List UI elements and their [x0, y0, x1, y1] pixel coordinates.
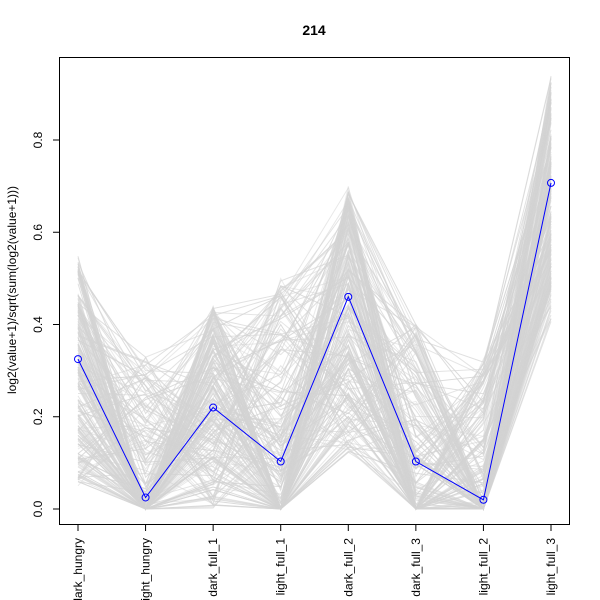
- series-point: [479, 495, 488, 504]
- x-tick-label: dark_hungry: [71, 538, 85, 600]
- background-profile-line: [77, 89, 552, 511]
- y-tick-label: 0.4: [31, 316, 45, 333]
- series-layer: [74, 178, 555, 504]
- background-lines: [77, 75, 552, 511]
- background-profile-line: [77, 184, 552, 510]
- background-profile-line: [77, 156, 552, 511]
- series-line: [77, 182, 552, 501]
- background-profile-line: [77, 263, 552, 511]
- series-point: [74, 355, 82, 364]
- background-profile-line: [77, 283, 552, 511]
- y-axis-title: log2(value+1)/sqrt(sum(log2(value+1))): [5, 186, 19, 394]
- background-profile-line: [77, 223, 552, 511]
- background-profile-line: [77, 237, 552, 511]
- series-point: [276, 457, 285, 466]
- series-point: [209, 403, 218, 412]
- background-profile-line: [77, 112, 552, 510]
- y-tick-label: 0.8: [31, 131, 45, 148]
- background-profile-line: [77, 240, 552, 511]
- background-profile-line: [77, 216, 552, 510]
- x-tick-label: dark_full_3: [409, 538, 423, 597]
- background-profile-line: [77, 114, 552, 511]
- plot-frame: [59, 57, 570, 525]
- background-profile-line: [77, 217, 552, 510]
- x-tick-label: light_full_2: [476, 538, 490, 596]
- x-tick-label: dark_full_1: [206, 538, 220, 597]
- background-profile-line: [77, 259, 552, 511]
- y-tick-label: 0.0: [31, 500, 45, 517]
- y-axis: 0.0 0.2 0.4 0.6 0.8: [31, 131, 60, 517]
- series-point: [141, 493, 150, 502]
- background-profile-line: [77, 273, 552, 510]
- background-profile-line: [77, 247, 552, 511]
- x-axis: dark_hungry light_hungry dark_full_1 light_…: [71, 524, 558, 600]
- background-profile-line: [77, 249, 552, 511]
- background-profile-line: [77, 220, 552, 468]
- background-profile-line: [77, 244, 552, 511]
- series-point: [411, 457, 420, 466]
- y-tick-label: 0.2: [31, 408, 45, 425]
- background-profile-line: [77, 107, 552, 498]
- x-tick-label: light_hungry: [139, 538, 153, 600]
- background-profile-line: [77, 214, 552, 453]
- background-profile-line: [77, 188, 552, 505]
- series-point: [344, 292, 353, 301]
- background-profile-line: [77, 198, 552, 511]
- chart-title: 214: [302, 22, 326, 38]
- series-point: [547, 178, 555, 187]
- background-profile-line: [77, 151, 552, 511]
- x-tick-label: dark_full_2: [341, 538, 355, 597]
- background-profile-line: [77, 102, 552, 510]
- y-tick-label: 0.6: [31, 224, 45, 241]
- x-tick-label: light_full_3: [544, 538, 558, 596]
- x-tick-label: light_full_1: [274, 538, 288, 596]
